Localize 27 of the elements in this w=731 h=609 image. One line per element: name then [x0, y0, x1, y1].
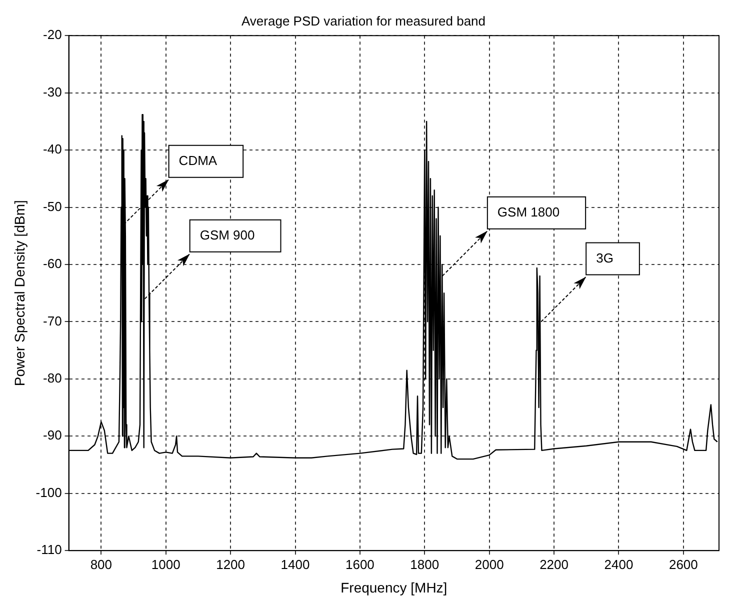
y-tick-label: -40 [43, 142, 62, 157]
y-tick-label: -60 [43, 256, 62, 272]
y-tick-label: -50 [43, 198, 62, 214]
annotation: CDMA [178, 153, 218, 168]
y-axis-title: Power Spectral Density [dBm] [11, 200, 28, 386]
y-tick-label: -70 [43, 313, 62, 328]
x-tick-label: 2200 [540, 556, 568, 572]
x-tick-label: 800 [90, 556, 112, 572]
x-tick-label: 2000 [474, 556, 504, 572]
x-tick-label: 1800 [410, 556, 440, 572]
x-tick-label: 1000 [151, 556, 180, 572]
y-tick-label: -20 [43, 27, 62, 42]
x-tick-label: 1400 [280, 556, 310, 572]
y-tick-label: -100 [36, 484, 62, 500]
chart-title: Average PSD variation for measured band [241, 13, 486, 28]
x-tick-label: 2400 [604, 556, 634, 572]
x-tick-label: 1200 [216, 556, 246, 572]
annotation: 3G [596, 250, 614, 266]
y-tick-label: -90 [43, 428, 62, 443]
annotation: GSM 900 [200, 227, 255, 242]
y-tick-label: -30 [43, 84, 62, 100]
y-tick-label: -110 [36, 542, 62, 558]
annotation: GSM 1800 [497, 204, 560, 220]
x-tick-label: 1600 [345, 556, 374, 572]
x-axis-title: Frequency [MHz] [340, 579, 448, 596]
x-tick-label: 2600 [668, 556, 698, 572]
y-tick-label: -80 [43, 370, 62, 386]
